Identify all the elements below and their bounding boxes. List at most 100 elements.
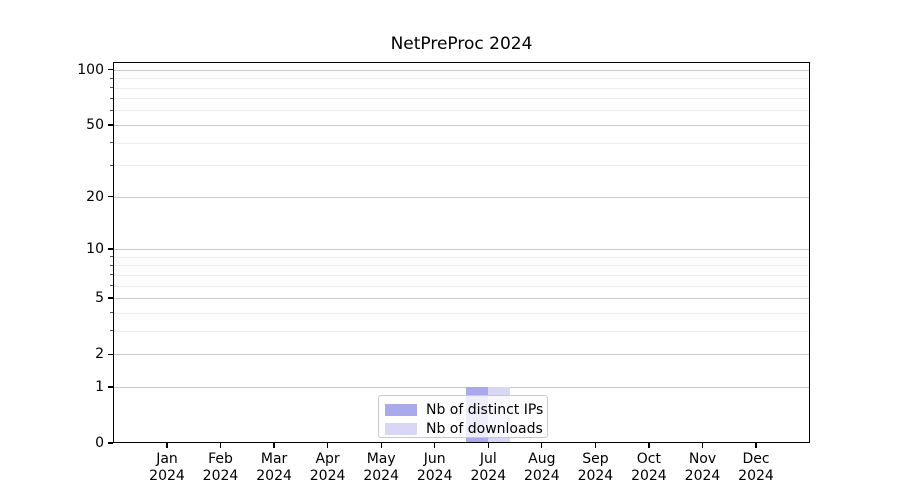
- x-tick-mark: [434, 443, 436, 448]
- y-tick-label: 20: [86, 188, 104, 205]
- x-tick-month: Jul: [479, 451, 497, 467]
- x-tick-mark: [166, 443, 168, 448]
- x-tick-month: Jun: [423, 451, 446, 467]
- y-tick-mark-minor: [110, 87, 113, 88]
- x-tick-label: Oct 2024: [604, 451, 694, 485]
- gridline-minor: [113, 165, 810, 167]
- y-tick-label: 50: [86, 116, 104, 133]
- x-tick-year: 2024: [684, 468, 721, 484]
- gridline-minor: [113, 78, 810, 80]
- y-tick-mark-minor: [110, 264, 113, 266]
- x-tick-mark: [219, 443, 222, 448]
- gridline-minor: [113, 110, 810, 112]
- x-tick-mark: [327, 443, 329, 448]
- x-tick-year: 2024: [416, 468, 453, 484]
- x-tick-year: 2024: [523, 468, 560, 484]
- x-tick-year: 2024: [631, 468, 667, 484]
- x-tick-month: Oct: [636, 451, 661, 467]
- x-tick-month: Dec: [742, 451, 770, 467]
- y-tick-mark-minor: [110, 164, 113, 166]
- x-tick-month: Aug: [528, 451, 556, 467]
- y-tick-mark: [108, 196, 113, 198]
- x-tick-month: Nov: [688, 451, 717, 467]
- x-tick-label: Jul 2024: [443, 451, 533, 485]
- x-tick-year: 2024: [470, 468, 507, 484]
- x-tick-label: Dec 2024: [711, 451, 801, 485]
- legend-label-downloads: Nb of downloads: [426, 420, 543, 437]
- x-tick-month: Apr: [315, 451, 340, 467]
- legend-label-distinct-ips: Nb of distinct IPs: [426, 401, 544, 418]
- legend-swatch-downloads: [385, 422, 417, 435]
- x-tick-year: 2024: [363, 468, 399, 484]
- y-tick-label: 100: [77, 61, 104, 78]
- x-tick-label: Jan 2024: [122, 451, 212, 485]
- y-tick-label: 1: [95, 378, 104, 395]
- y-tick-label: 2: [95, 346, 104, 363]
- gridline-minor: [113, 256, 810, 258]
- x-tick-year: 2024: [309, 468, 346, 484]
- gridline-minor: [113, 312, 810, 314]
- x-tick-year: 2024: [256, 468, 292, 484]
- y-tick-mark-minor: [110, 285, 113, 287]
- x-tick-label: Mar 2024: [229, 451, 319, 485]
- y-tick-mark-minor: [110, 256, 113, 258]
- x-tick-mark: [594, 443, 596, 448]
- gridline-major: [113, 249, 810, 250]
- gridline-minor: [113, 142, 810, 144]
- gridline-major: [113, 298, 810, 299]
- x-tick-label: Feb 2024: [176, 451, 266, 485]
- x-tick-label: Nov 2024: [658, 451, 748, 485]
- y-tick-label: 10: [86, 241, 104, 257]
- y-tick-label: 5: [95, 290, 104, 306]
- gridline-major: [113, 124, 810, 126]
- gridline-major: [113, 196, 810, 198]
- legend-swatch-distinct-ips: [385, 403, 417, 416]
- x-tick-month: Mar: [260, 451, 288, 467]
- x-tick-label: May 2024: [336, 451, 426, 485]
- x-tick-year: 2024: [149, 468, 185, 484]
- x-tick-label: Jun 2024: [390, 451, 480, 485]
- gridline-minor: [113, 330, 810, 332]
- y-tick-label: 0: [95, 435, 104, 451]
- x-tick-mark: [701, 443, 704, 448]
- y-tick-mark: [108, 353, 113, 355]
- y-tick-mark-minor: [110, 97, 113, 99]
- gridline-minor: [113, 274, 810, 276]
- plot-frame: [113, 62, 810, 443]
- chart-title: NetPreProc 2024: [390, 34, 533, 54]
- x-tick-label: Aug 2024: [497, 451, 587, 485]
- y-tick-mark: [108, 386, 113, 388]
- x-tick-label: Apr 2024: [283, 451, 373, 485]
- gridline-minor: [113, 98, 810, 100]
- x-tick-month: May: [366, 451, 396, 467]
- y-tick-mark: [108, 442, 113, 444]
- y-tick-mark-minor: [110, 142, 113, 144]
- x-tick-month: Feb: [208, 451, 233, 467]
- y-tick-mark-minor: [110, 274, 113, 276]
- x-tick-mark: [648, 443, 650, 448]
- x-tick-mark: [380, 443, 382, 448]
- plot-area: Nb of distinct IPs Nb of downloads: [113, 62, 810, 443]
- legend: Nb of distinct IPs Nb of downloads: [378, 395, 548, 438]
- y-tick-mark: [108, 124, 113, 126]
- x-tick-mark: [273, 443, 275, 448]
- y-tick-mark-minor: [110, 312, 113, 314]
- x-tick-month: Sep: [582, 451, 609, 467]
- legend-item-downloads: Nb of downloads: [385, 419, 547, 438]
- x-tick-label: Sep 2024: [550, 451, 640, 485]
- x-tick-mark: [755, 443, 757, 448]
- gridline-major: [113, 69, 810, 71]
- x-tick-year: 2024: [577, 468, 614, 484]
- y-tick-mark-minor: [110, 330, 113, 332]
- y-tick-mark-minor: [110, 109, 113, 111]
- gridline-minor: [113, 87, 810, 89]
- gridline-major: [113, 354, 810, 356]
- y-tick-mark: [108, 297, 113, 299]
- y-tick-mark: [108, 69, 113, 71]
- gridline-minor: [113, 285, 810, 287]
- y-tick-mark-minor: [110, 77, 113, 79]
- gridline-major: [113, 386, 810, 388]
- x-tick-year: 2024: [202, 468, 239, 484]
- x-tick-mark: [541, 443, 543, 448]
